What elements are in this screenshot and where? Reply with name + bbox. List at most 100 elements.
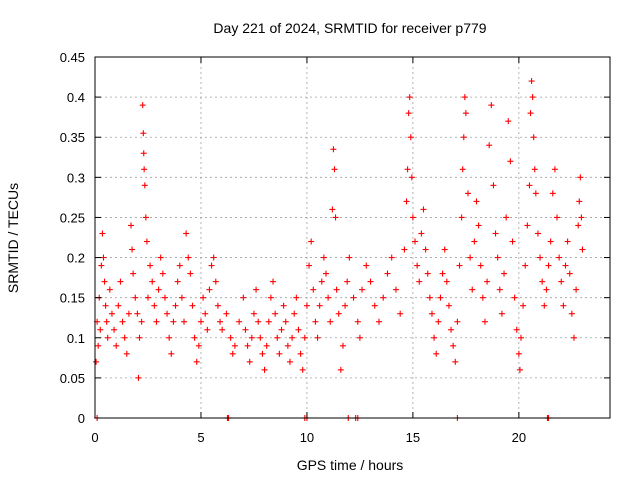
x-tick-labels: 0 5 10 15 20 (91, 430, 526, 445)
data-point (143, 238, 150, 245)
data-point (431, 334, 438, 341)
data-point (459, 166, 466, 173)
data-point (388, 254, 395, 261)
data-point (406, 94, 413, 101)
data-point (117, 278, 124, 285)
data-point (295, 326, 302, 333)
data-point (282, 318, 289, 325)
data-point (560, 302, 567, 309)
data-point (253, 286, 260, 293)
chart-title: Day 221 of 2024, SRMTID for receiver p77… (213, 20, 486, 36)
data-point (333, 286, 340, 293)
data-point (100, 254, 107, 261)
data-point (405, 110, 412, 117)
data-point (543, 286, 550, 293)
data-point (134, 310, 141, 317)
data-point (289, 334, 296, 341)
data-point (214, 302, 221, 309)
data-point (346, 254, 353, 261)
data-point (488, 102, 495, 109)
data-point (416, 278, 423, 285)
data-point (477, 262, 484, 269)
data-point (490, 182, 497, 189)
data-point (320, 254, 327, 261)
data-point (185, 254, 192, 261)
data-point (579, 246, 586, 253)
data-point (108, 310, 115, 317)
data-point (265, 318, 272, 325)
data-point (129, 246, 136, 253)
data-point (445, 302, 452, 309)
data-point (458, 214, 465, 221)
data-point (170, 318, 177, 325)
data-point (380, 294, 387, 301)
data-point (412, 238, 419, 245)
data-point (401, 246, 408, 253)
data-point (443, 278, 450, 285)
y-tick-label: 0.05 (60, 371, 85, 386)
data-point (240, 294, 247, 301)
data-point (141, 166, 148, 173)
data-point (397, 310, 404, 317)
data-point (433, 350, 440, 357)
data-point (257, 334, 264, 341)
data-point (97, 326, 104, 333)
data-point (371, 302, 378, 309)
data-point (441, 246, 448, 253)
axis-ticks (94, 56, 610, 419)
data-point (102, 302, 109, 309)
data-point (515, 350, 522, 357)
data-point (141, 182, 148, 189)
data-point (164, 310, 171, 317)
y-tick-label: 0.2 (67, 251, 85, 266)
data-point (454, 318, 461, 325)
data-point (529, 94, 536, 101)
data-point (577, 174, 584, 181)
data-point (250, 310, 257, 317)
data-point (210, 254, 217, 261)
data-point (227, 334, 234, 341)
data-point (532, 190, 539, 197)
data-point (193, 358, 200, 365)
data-point (534, 230, 541, 237)
data-point (527, 110, 534, 117)
data-point (130, 270, 137, 277)
data-point (337, 366, 344, 373)
data-point (452, 358, 459, 365)
x-tick-label: 10 (300, 430, 314, 445)
data-point (284, 342, 291, 349)
data-point (437, 294, 444, 301)
data-point (206, 286, 213, 293)
data-point (576, 198, 583, 205)
data-point (187, 270, 194, 277)
data-point (363, 262, 370, 269)
data-point (492, 230, 499, 237)
data-point (332, 214, 339, 221)
data-point (103, 318, 110, 325)
data-point (267, 294, 274, 301)
data-point (236, 318, 243, 325)
data-point (325, 294, 332, 301)
data-point (409, 214, 416, 221)
data-points (93, 78, 586, 421)
data-point (475, 222, 482, 229)
data-point (166, 334, 173, 341)
data-point (375, 318, 382, 325)
data-point (509, 238, 516, 245)
data-point (520, 302, 527, 309)
data-point (303, 302, 310, 309)
data-point (149, 278, 156, 285)
data-point (189, 302, 196, 309)
data-point (242, 326, 249, 333)
data-point (467, 254, 474, 261)
data-point (121, 334, 128, 341)
plot-frame (94, 56, 611, 419)
data-point (229, 350, 236, 357)
data-point (123, 350, 130, 357)
data-point (484, 278, 491, 285)
data-point (547, 238, 554, 245)
data-point (139, 102, 146, 109)
data-point (197, 318, 204, 325)
data-point (255, 318, 262, 325)
data-point (147, 262, 154, 269)
